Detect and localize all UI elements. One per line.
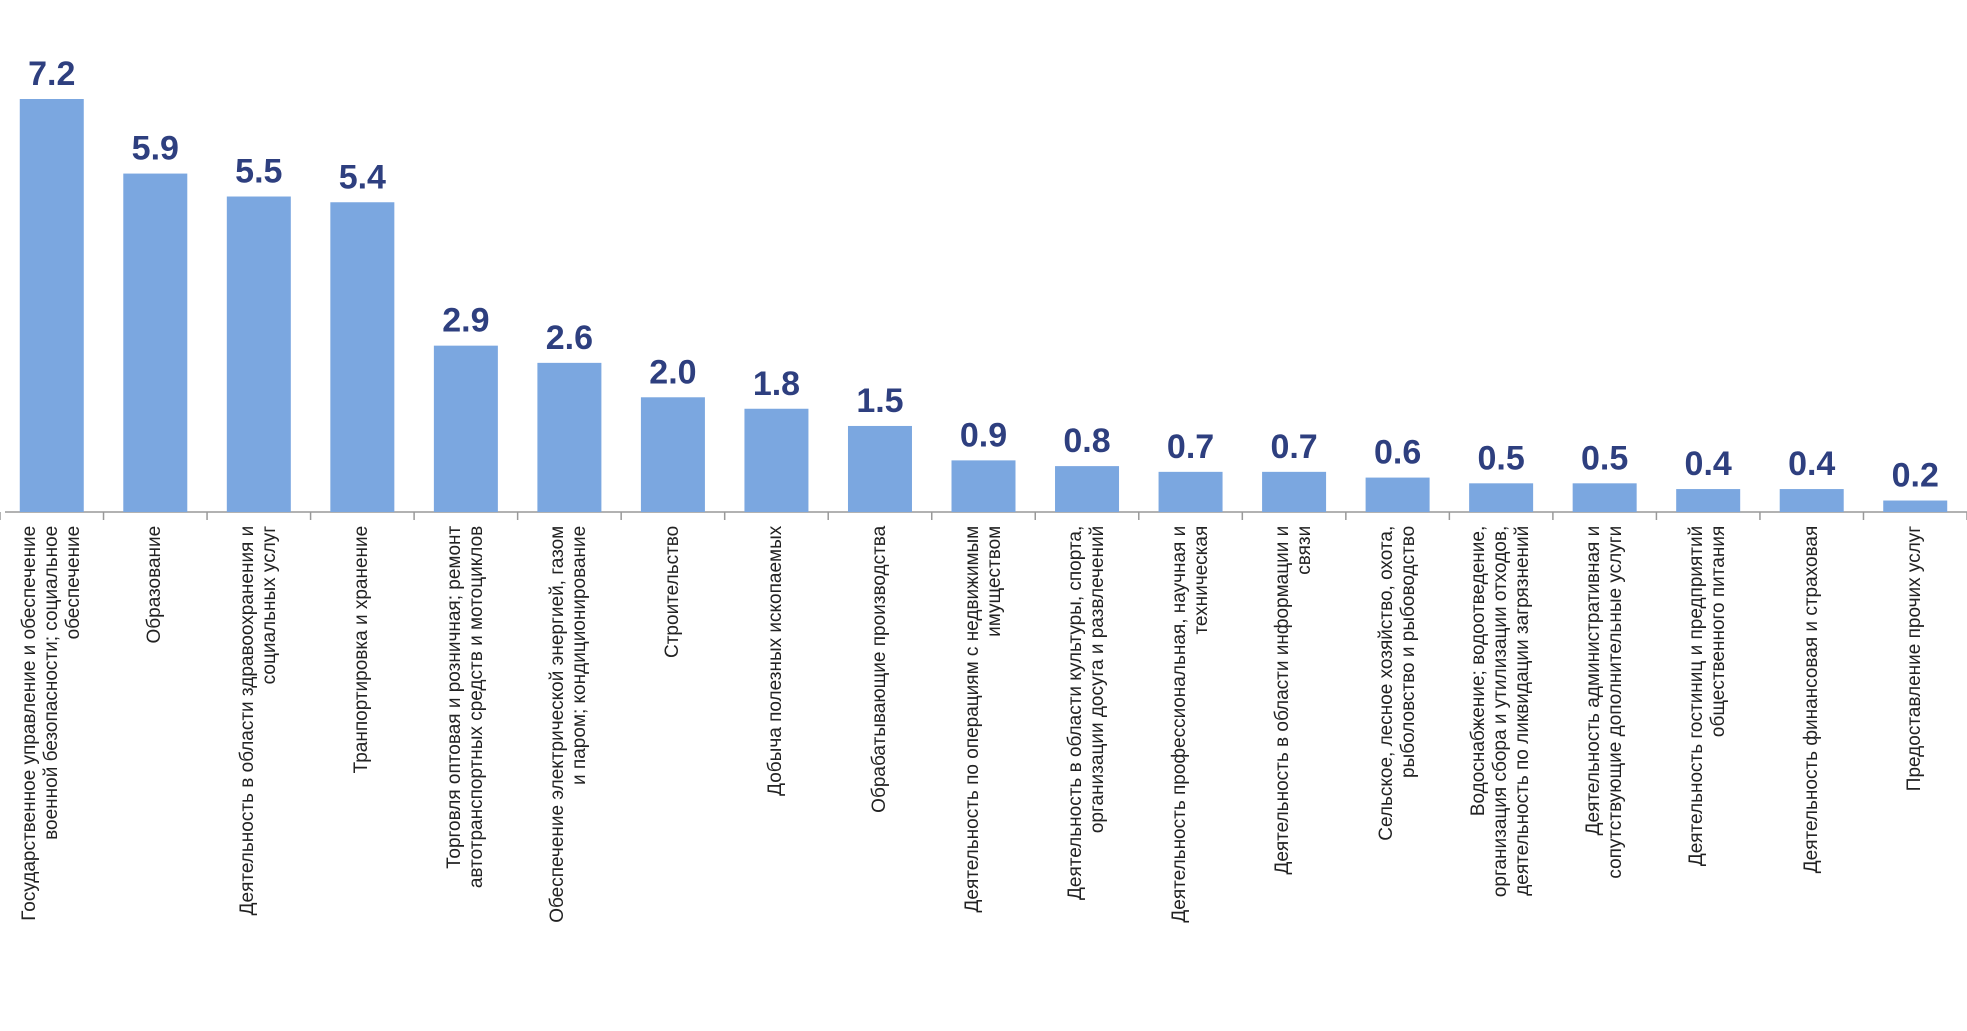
bar	[744, 409, 808, 512]
category-label: Деятельность финансовая и страховая	[1760, 526, 1864, 1024]
bar	[641, 397, 705, 512]
category-label: Добыча полезных ископаемых	[725, 526, 829, 1024]
value-label: 0.5	[1581, 439, 1628, 477]
bar	[1883, 501, 1947, 512]
value-label: 5.4	[339, 158, 386, 196]
bar	[123, 174, 187, 512]
category-label: Деятельность в области информации и связ…	[1242, 526, 1346, 1024]
bar	[20, 99, 84, 512]
value-label: 0.2	[1892, 457, 1939, 495]
bar	[1676, 489, 1740, 512]
value-label: 1.8	[753, 365, 800, 403]
value-label: 2.6	[546, 319, 593, 357]
bar	[1262, 472, 1326, 512]
category-label: Деятельность административная и сопутств…	[1553, 526, 1657, 1024]
bar	[848, 426, 912, 512]
category-label: Деятельность профессиональная, научная и…	[1139, 526, 1243, 1024]
bar	[1055, 466, 1119, 512]
value-label: 0.5	[1477, 439, 1524, 477]
category-label: Водоснабжение; водоотведение, организаци…	[1449, 526, 1553, 1024]
value-label: 0.6	[1374, 434, 1421, 472]
category-label: Обеспечение электрической энергией, газо…	[518, 526, 622, 1024]
value-label: 2.9	[442, 302, 489, 340]
category-label: Обрабатывающие производства	[828, 526, 932, 1024]
category-label: Строительство	[621, 526, 725, 1024]
bar	[434, 346, 498, 512]
chart: 7.2 5.9 5.5 5.4 2.9 2.6 2.0 1.8 1.5 0.9 0.8 0.7 0.7 0…	[0, 0, 1967, 1031]
bar	[227, 197, 291, 512]
value-label: 5.9	[132, 130, 179, 168]
category-label: Деятельность гостиниц и предприятий обще…	[1656, 526, 1760, 1024]
value-label: 7.2	[28, 55, 75, 93]
bar	[1469, 483, 1533, 512]
category-label: Образование	[104, 526, 208, 1024]
value-label: 0.4	[1788, 445, 1835, 483]
value-label: 0.9	[960, 416, 1007, 454]
bar	[1780, 489, 1844, 512]
bar	[330, 202, 394, 512]
bar	[1366, 478, 1430, 512]
value-label: 0.8	[1063, 422, 1110, 460]
category-label: Предоставление прочих услуг	[1863, 526, 1967, 1024]
category-label: Государственное управление и обеспечение…	[0, 526, 104, 1024]
category-label: Деятельность в области культуры, спорта,…	[1035, 526, 1139, 1024]
category-label: Деятельность по операциям с недвижимым и…	[932, 526, 1036, 1024]
value-label: 2.0	[649, 353, 696, 391]
value-label: 0.4	[1685, 445, 1732, 483]
category-label: Деятельность в области здравоохранения и…	[207, 526, 311, 1024]
category-label: Сельское, лесное хозяйство, охота, рыбол…	[1346, 526, 1450, 1024]
bar	[1159, 472, 1223, 512]
bar	[952, 460, 1016, 512]
bar	[1573, 483, 1637, 512]
category-label: Транпортировка и хранение	[311, 526, 415, 1024]
value-label: 5.5	[235, 153, 282, 191]
bar	[537, 363, 601, 512]
value-label: 1.5	[856, 382, 903, 420]
value-label: 0.7	[1167, 428, 1214, 466]
category-label: Торговля оптовая и розничная; ремонт авт…	[414, 526, 518, 1024]
value-label: 0.7	[1270, 428, 1317, 466]
